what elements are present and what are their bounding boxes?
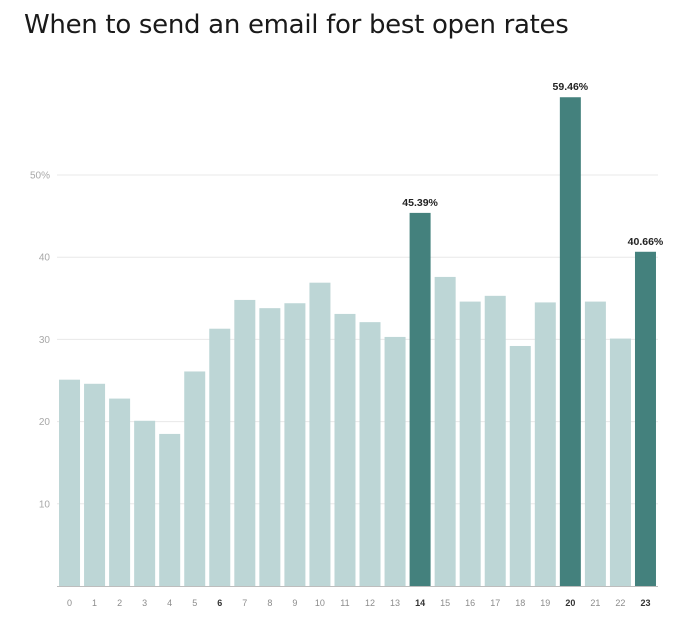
- x-tick-label: 8: [267, 598, 272, 608]
- x-tick-label: 1: [92, 598, 97, 608]
- bar-hour-12: [359, 322, 381, 586]
- bar-hour-6: [209, 328, 231, 586]
- data-label-hour-14: 45.39%: [402, 197, 438, 209]
- bar-hour-23: [634, 251, 656, 586]
- x-tick-label: 12: [365, 598, 375, 608]
- x-tick-label: 4: [167, 598, 172, 608]
- y-tick-label: 40: [39, 253, 51, 264]
- x-tick-label: 9: [292, 598, 297, 608]
- data-label-hour-20: 59.46%: [553, 81, 589, 93]
- x-tick-label: 19: [540, 598, 550, 608]
- bar-hour-0: [59, 379, 81, 586]
- x-tick-label: 14: [415, 598, 425, 608]
- x-tick-label: 21: [590, 598, 600, 608]
- bar-hour-3: [134, 420, 156, 586]
- bar-hour-10: [309, 282, 331, 586]
- x-tick-label: 22: [615, 598, 625, 608]
- bar-hour-22: [609, 338, 631, 586]
- x-tick-label: 6: [217, 598, 222, 608]
- bar-hour-1: [84, 383, 106, 586]
- bar-hour-16: [459, 301, 481, 586]
- x-tick-label: 3: [142, 598, 147, 608]
- bar-hour-14: [409, 212, 431, 586]
- x-tick-label: 11: [340, 598, 349, 608]
- data-label-hour-23: 40.66%: [628, 236, 664, 248]
- bar-hour-13: [384, 336, 406, 586]
- bar-layer: [59, 97, 656, 587]
- bar-hour-15: [434, 276, 456, 586]
- x-tick-label: 15: [440, 598, 450, 608]
- x-tick-label: 0: [67, 598, 72, 608]
- x-tick-label: 13: [390, 598, 400, 608]
- x-tick-label: 20: [565, 598, 575, 608]
- x-tick-label: 7: [242, 598, 247, 608]
- bar-hour-8: [259, 308, 281, 586]
- bar-hour-9: [284, 303, 306, 586]
- bar-hour-19: [534, 302, 556, 586]
- bar-hour-21: [584, 301, 606, 586]
- x-tick-label: 2: [117, 598, 122, 608]
- x-tick-label: 23: [640, 598, 650, 608]
- x-tick-label: 10: [315, 598, 325, 608]
- chart-title: When to send an email for best open rate…: [24, 10, 569, 40]
- x-tick-label: 5: [192, 598, 197, 608]
- bar-hour-5: [184, 371, 206, 586]
- bar-hour-17: [484, 295, 506, 586]
- y-tick-label: 20: [39, 417, 51, 428]
- grid-layer: [57, 174, 658, 587]
- bar-hour-11: [334, 313, 356, 586]
- bar-hour-4: [159, 433, 181, 586]
- x-tick-label: 17: [490, 598, 500, 608]
- x-tick-label: 18: [515, 598, 525, 608]
- bar-hour-2: [109, 398, 131, 586]
- y-tick-label: 50%: [30, 171, 50, 182]
- bar-hour-7: [234, 299, 256, 586]
- bar-hour-20: [559, 97, 581, 587]
- x-tick-label: 16: [465, 598, 475, 608]
- bar-hour-18: [509, 345, 531, 586]
- y-tick-label: 30: [39, 335, 51, 346]
- y-tick-label: 10: [39, 499, 51, 510]
